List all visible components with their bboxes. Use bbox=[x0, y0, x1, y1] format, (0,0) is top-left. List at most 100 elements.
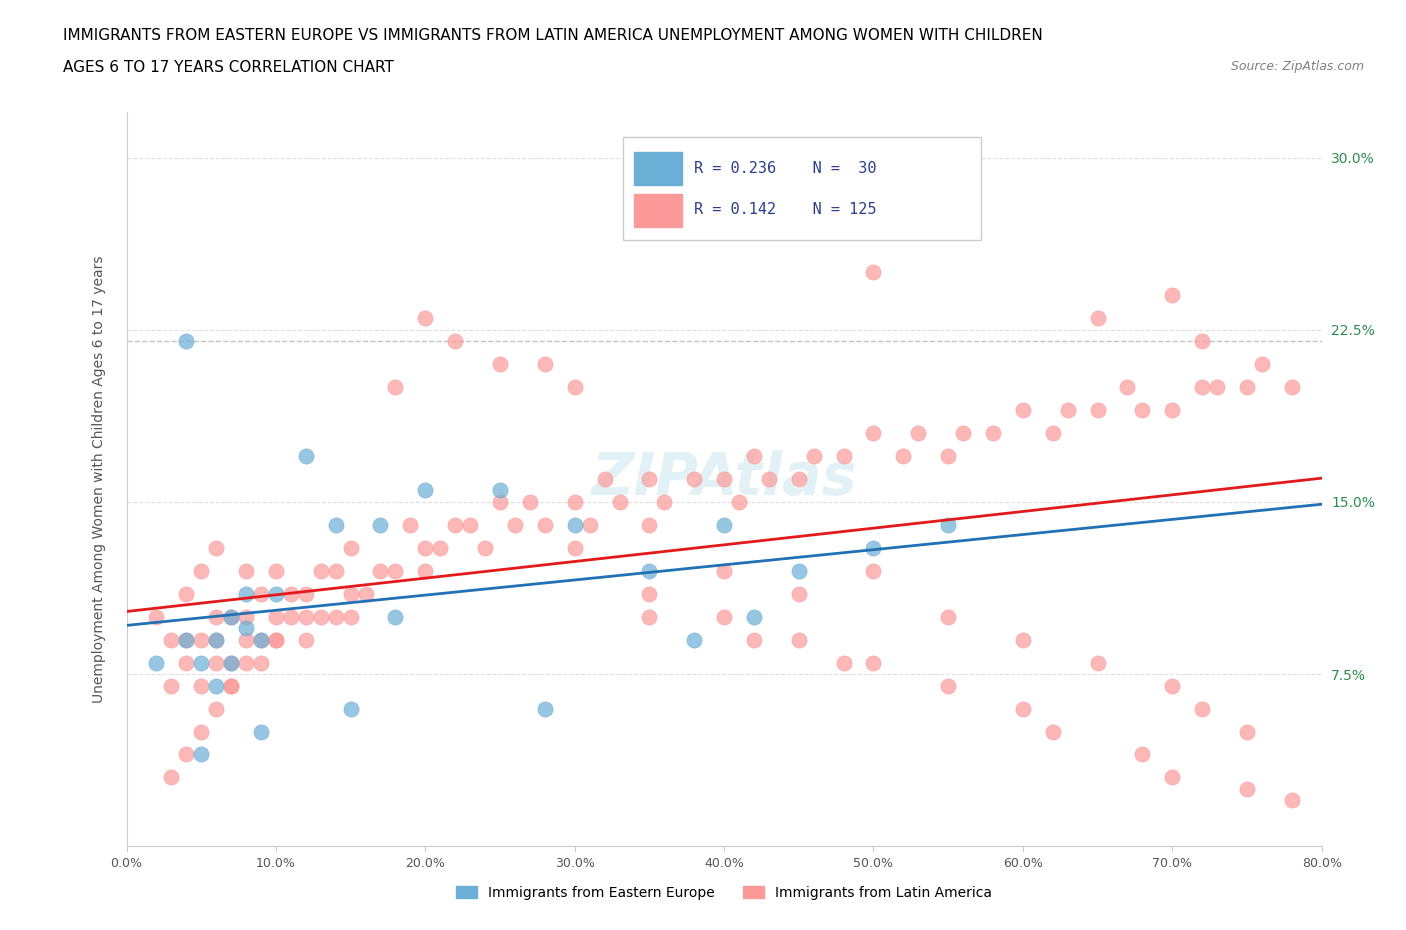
Point bbox=[474, 540, 496, 555]
Point bbox=[219, 678, 242, 693]
Text: R = 0.236    N =  30: R = 0.236 N = 30 bbox=[695, 161, 877, 176]
Point bbox=[787, 472, 810, 486]
Point bbox=[309, 609, 332, 624]
Point bbox=[1011, 632, 1033, 647]
Point bbox=[713, 609, 735, 624]
Point bbox=[1116, 379, 1139, 394]
Text: R = 0.142    N = 125: R = 0.142 N = 125 bbox=[695, 202, 877, 217]
Point bbox=[370, 564, 392, 578]
Point bbox=[1191, 379, 1213, 394]
Point bbox=[1191, 701, 1213, 716]
Point bbox=[205, 656, 228, 671]
Point bbox=[294, 632, 316, 647]
Point bbox=[384, 609, 406, 624]
Point bbox=[1161, 678, 1184, 693]
Point bbox=[1011, 701, 1033, 716]
Point bbox=[1042, 426, 1064, 441]
Point bbox=[862, 564, 884, 578]
Point bbox=[742, 632, 765, 647]
Point bbox=[444, 334, 467, 349]
Point bbox=[489, 357, 512, 372]
Point bbox=[250, 632, 273, 647]
Point bbox=[936, 448, 959, 463]
Text: Source: ZipAtlas.com: Source: ZipAtlas.com bbox=[1230, 60, 1364, 73]
Point bbox=[219, 656, 242, 671]
Point bbox=[638, 609, 661, 624]
Point bbox=[862, 426, 884, 441]
Bar bbox=[634, 152, 682, 185]
Point bbox=[339, 701, 361, 716]
Point bbox=[713, 517, 735, 532]
Point bbox=[1042, 724, 1064, 739]
Point bbox=[728, 495, 751, 510]
Point bbox=[742, 609, 765, 624]
Point bbox=[325, 517, 347, 532]
Point bbox=[415, 483, 437, 498]
Point bbox=[489, 483, 512, 498]
Point bbox=[160, 770, 183, 785]
Point bbox=[280, 586, 302, 601]
Text: IMMIGRANTS FROM EASTERN EUROPE VS IMMIGRANTS FROM LATIN AMERICA UNEMPLOYMENT AMO: IMMIGRANTS FROM EASTERN EUROPE VS IMMIGR… bbox=[63, 28, 1043, 43]
Point bbox=[235, 632, 257, 647]
Point bbox=[638, 472, 661, 486]
Point bbox=[205, 632, 228, 647]
Point bbox=[1130, 403, 1153, 418]
Point bbox=[264, 632, 287, 647]
Point bbox=[564, 517, 586, 532]
Point bbox=[235, 564, 257, 578]
Point bbox=[205, 701, 228, 716]
Point bbox=[1281, 379, 1303, 394]
Point bbox=[1161, 288, 1184, 303]
Point bbox=[1087, 311, 1109, 325]
Point bbox=[190, 564, 212, 578]
Point bbox=[1056, 403, 1078, 418]
Point bbox=[1191, 334, 1213, 349]
Point bbox=[339, 609, 361, 624]
Point bbox=[205, 678, 228, 693]
Point bbox=[742, 448, 765, 463]
Point bbox=[1281, 793, 1303, 808]
Point bbox=[832, 448, 855, 463]
Point bbox=[190, 656, 212, 671]
Point bbox=[534, 357, 557, 372]
Point bbox=[370, 517, 392, 532]
Point bbox=[325, 609, 347, 624]
Point bbox=[758, 472, 780, 486]
Point bbox=[458, 517, 481, 532]
Point bbox=[564, 540, 586, 555]
Point bbox=[1011, 403, 1033, 418]
Point bbox=[384, 564, 406, 578]
Point bbox=[264, 564, 287, 578]
Point bbox=[190, 724, 212, 739]
Point bbox=[503, 517, 526, 532]
Point bbox=[235, 586, 257, 601]
Point bbox=[174, 632, 197, 647]
Point bbox=[384, 379, 406, 394]
Point bbox=[264, 586, 287, 601]
Point bbox=[787, 564, 810, 578]
Point bbox=[593, 472, 616, 486]
Point bbox=[174, 656, 197, 671]
Point bbox=[190, 678, 212, 693]
Point bbox=[235, 656, 257, 671]
Point bbox=[219, 656, 242, 671]
Point bbox=[339, 586, 361, 601]
Point bbox=[1161, 770, 1184, 785]
Point bbox=[219, 678, 242, 693]
Point bbox=[354, 586, 377, 601]
Point bbox=[145, 609, 167, 624]
Point bbox=[264, 609, 287, 624]
Point bbox=[174, 632, 197, 647]
Point bbox=[309, 564, 332, 578]
Point bbox=[787, 632, 810, 647]
Point bbox=[683, 632, 706, 647]
Point bbox=[294, 448, 316, 463]
Point bbox=[1251, 357, 1274, 372]
Point bbox=[250, 724, 273, 739]
Point bbox=[235, 609, 257, 624]
Point bbox=[1236, 781, 1258, 796]
Point bbox=[936, 678, 959, 693]
Point bbox=[862, 265, 884, 280]
Point bbox=[250, 656, 273, 671]
Point bbox=[264, 632, 287, 647]
